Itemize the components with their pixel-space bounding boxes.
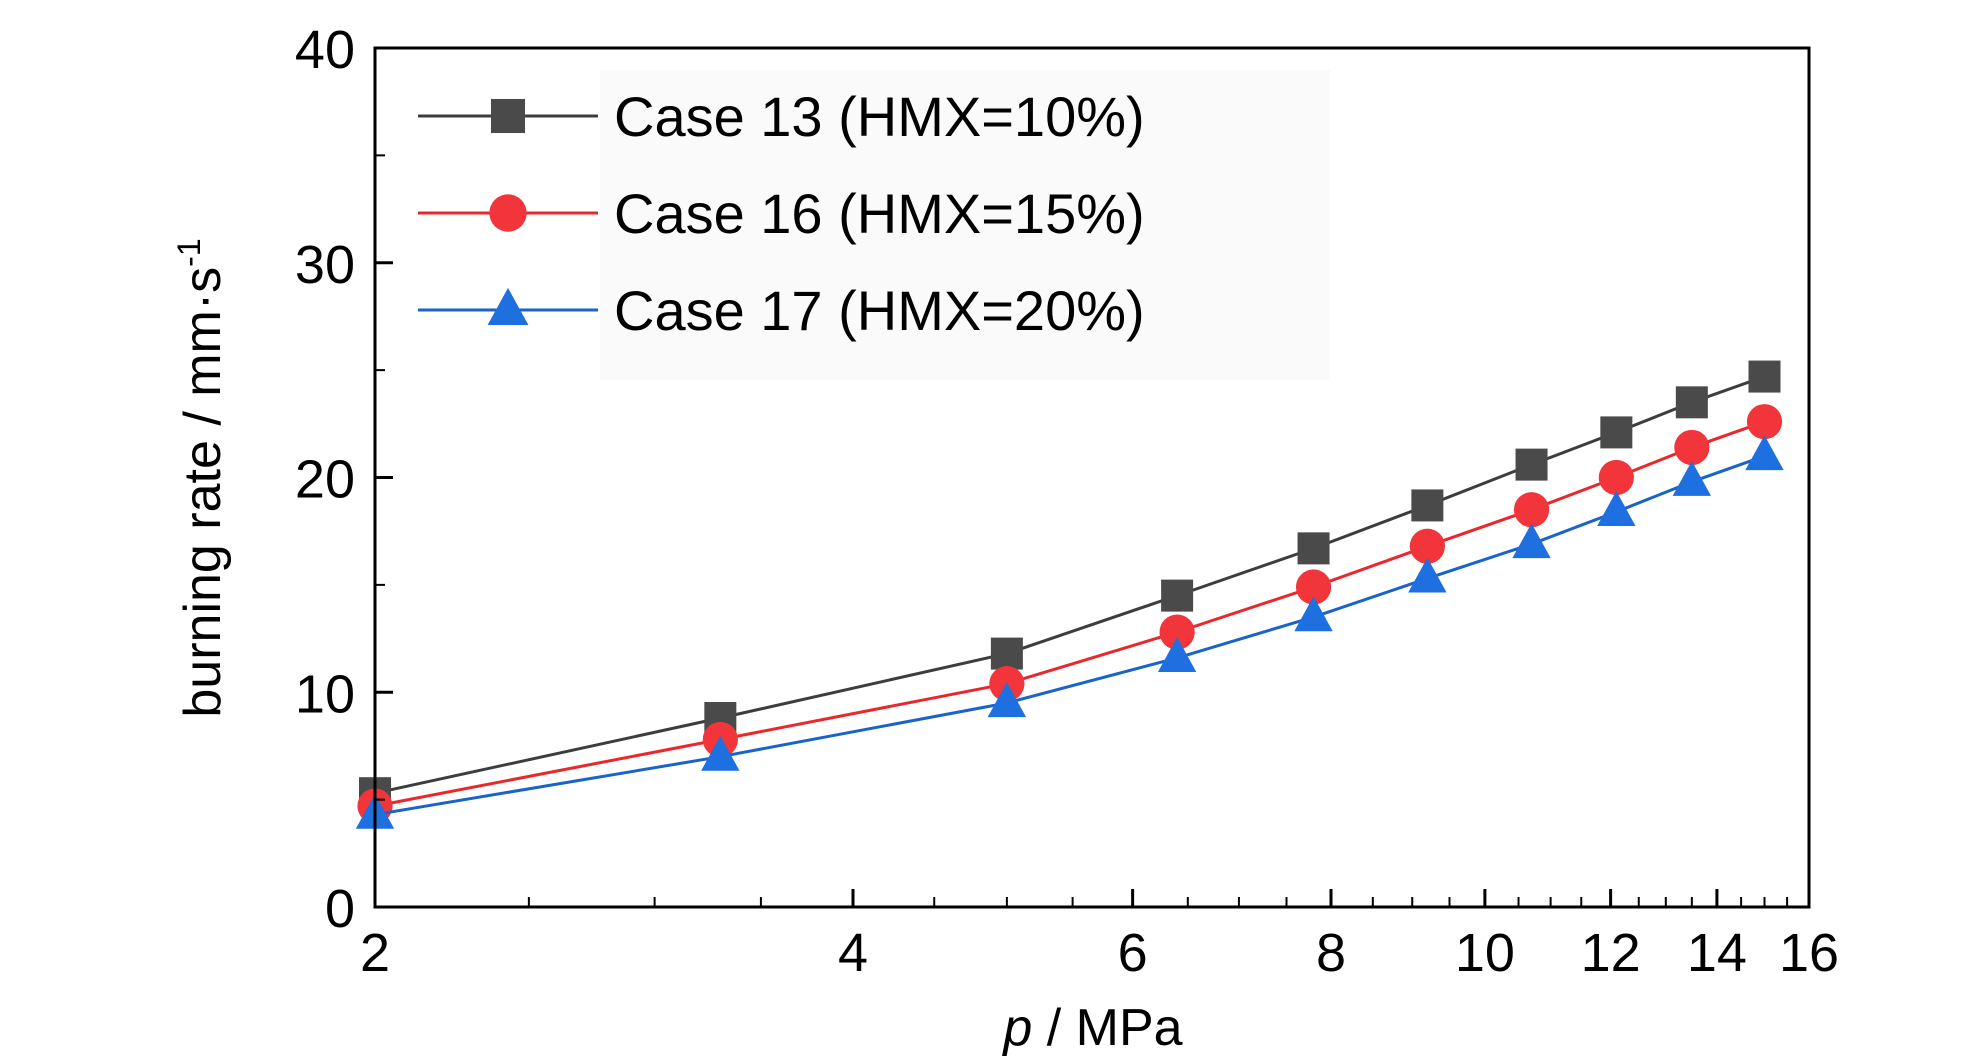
- data-point: [987, 682, 1027, 718]
- legend-marker: [489, 194, 527, 232]
- legend-box: [600, 70, 1330, 380]
- data-point: [1411, 489, 1444, 522]
- y-tick-label: 30: [295, 235, 355, 295]
- legend-label: Case 16 (HMX=15%): [614, 182, 1145, 245]
- legend-label: Case 17 (HMX=20%): [614, 279, 1145, 342]
- y-tick-label: 40: [295, 20, 355, 80]
- x-axis-label-unit: / MPa: [1032, 999, 1182, 1057]
- x-tick-label: 2: [360, 923, 390, 983]
- legend-marker: [491, 99, 525, 133]
- series-line: [374, 420, 1765, 808]
- x-axis-label-italic: p: [1001, 999, 1032, 1057]
- y-tick-label: 20: [295, 450, 355, 510]
- data-point: [1157, 637, 1197, 673]
- y-axis-label: burning rate / mm·s-1: [171, 238, 232, 717]
- x-axis-label: p / MPa: [1001, 999, 1182, 1057]
- data-point: [1297, 532, 1330, 565]
- data-point: [1748, 360, 1781, 393]
- data-point: [1409, 528, 1445, 564]
- tick-layer: 0 10 20 30 40 2 4 6 8 10 12 14 16: [295, 20, 1839, 983]
- data-point: [1515, 448, 1548, 481]
- data-point: [1597, 491, 1636, 526]
- series-2: [357, 404, 1783, 824]
- legend-marker: [487, 287, 529, 325]
- x-tick-label: 14: [1687, 923, 1747, 983]
- data-point: [1512, 523, 1551, 559]
- data-point: [1161, 579, 1194, 612]
- y-tick-label: 10: [295, 664, 355, 724]
- x-tick-label: 6: [1118, 923, 1148, 983]
- data-point: [1674, 429, 1710, 466]
- data-point: [1672, 460, 1712, 496]
- series-1: [359, 360, 1781, 810]
- x-tick-label: 12: [1581, 923, 1641, 983]
- series-line: [374, 375, 1765, 795]
- x-tick-label: 4: [838, 923, 868, 983]
- data-point: [1295, 569, 1332, 605]
- legend-item-2: Case 16 (HMX=15%): [418, 182, 1145, 245]
- data-point: [701, 735, 740, 771]
- legend: Case 13 (HMX=10%) Case 16 (HMX=15%) Case 1…: [418, 70, 1330, 380]
- y-axis-label-superscript: -1: [171, 238, 207, 266]
- y-axis-label-text: burning rate / mm·s: [174, 267, 232, 718]
- series-line: [374, 454, 1765, 817]
- data-point: [1294, 596, 1333, 632]
- x-tick-label: 10: [1455, 923, 1515, 983]
- data-point: [1675, 386, 1708, 419]
- legend-item-3: Case 17 (HMX=20%): [418, 279, 1145, 342]
- data-point: [1600, 416, 1633, 449]
- data-point: [1745, 435, 1784, 471]
- data-point: [1513, 492, 1550, 528]
- x-tick-label: 8: [1316, 923, 1346, 983]
- data-point: [1746, 404, 1783, 440]
- x-tick-label: 16: [1779, 923, 1839, 983]
- data-point: [1598, 459, 1634, 496]
- series-layer: [355, 360, 1784, 829]
- data-point: [990, 637, 1023, 670]
- legend-label: Case 13 (HMX=10%): [614, 85, 1145, 148]
- y-tick-label: 0: [325, 879, 355, 939]
- legend-item-1: Case 13 (HMX=10%): [418, 85, 1145, 148]
- data-point: [1159, 614, 1195, 650]
- data-point: [1408, 557, 1447, 593]
